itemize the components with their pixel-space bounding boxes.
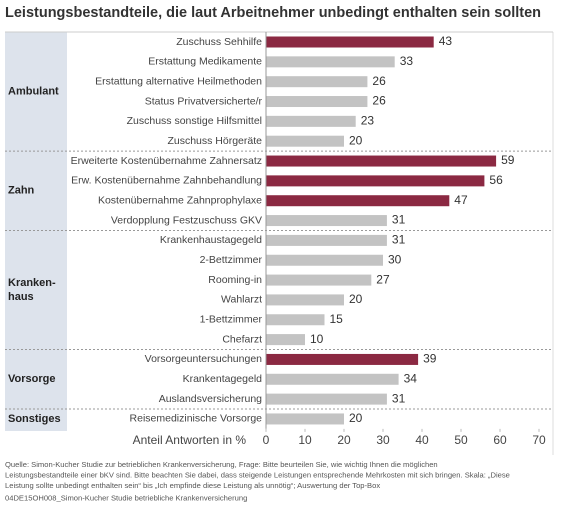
bar [266, 155, 497, 167]
bar [266, 274, 372, 286]
bar [266, 175, 485, 187]
category-label: Zuschuss Sehhilfe [176, 36, 262, 48]
bar [266, 393, 387, 405]
category-label: Status Privatversicherte/r [145, 95, 263, 107]
category-label: 1-Bettzimmer [200, 314, 263, 326]
bar [266, 353, 419, 365]
category-label: Erw. Kostenübernahme Zahnbehandlung [71, 175, 262, 187]
bar [266, 334, 305, 346]
x-tick-label: 0 [263, 433, 270, 447]
group-label: haus [8, 291, 34, 303]
footnote: 04DE15OH008_Simon-Kucher Studie betriebl… [5, 494, 247, 503]
value-label: 23 [361, 114, 375, 128]
value-label: 43 [439, 34, 453, 48]
group-label: Sonstiges [8, 413, 61, 425]
value-label: 10 [310, 332, 324, 346]
value-label: 26 [372, 74, 386, 88]
x-axis-title: Anteil Antworten in % [133, 433, 247, 447]
value-label: 20 [349, 292, 363, 306]
group-label: Vorsorge [8, 373, 55, 385]
x-tick-label: 10 [298, 433, 312, 447]
value-label: 31 [392, 213, 406, 227]
category-label: Zuschuss sonstige Hilfsmittel [127, 115, 262, 127]
footnote: Leistung sollte unbedingt enthalten sein… [5, 481, 380, 490]
category-label: 2-Bettzimmer [200, 254, 263, 266]
chart-title: Leistungsbestandteile, die laut Arbeitne… [5, 5, 541, 21]
value-label: 15 [330, 312, 344, 326]
category-label: Kostenübernahme Zahnprophylaxe [98, 195, 262, 207]
bar [266, 294, 344, 306]
category-label: Erweiterte Kostenübernahme Zahnersatz [71, 155, 262, 167]
category-label: Vorsorgeuntersuchungen [145, 353, 262, 365]
value-label: 31 [392, 233, 406, 247]
bar [266, 115, 356, 127]
bar [266, 413, 344, 425]
category-label: Zuschuss Hörgeräte [167, 135, 262, 147]
bar [266, 373, 399, 385]
x-tick-label: 30 [376, 433, 390, 447]
bar [266, 254, 383, 266]
category-label: Rooming-in [208, 274, 262, 286]
value-label: 56 [489, 173, 503, 187]
value-label: 20 [349, 411, 363, 425]
bar [266, 215, 387, 227]
bar [266, 96, 368, 108]
bar [266, 195, 450, 207]
value-label: 26 [372, 94, 386, 108]
category-label: Krankentagegeld [183, 373, 263, 385]
x-tick-label: 70 [532, 433, 546, 447]
footnote: Leistungsbestandteile einer bKV sind. Bi… [5, 471, 510, 480]
bar [266, 76, 368, 88]
category-label: Erstattung Medikamente [148, 56, 262, 68]
value-label: 59 [501, 153, 515, 167]
value-label: 27 [376, 272, 390, 286]
bar [266, 314, 325, 326]
value-label: 47 [454, 193, 468, 207]
group-label: Zahn [8, 185, 35, 197]
value-label: 30 [388, 252, 402, 266]
group-column [5, 32, 67, 431]
value-label: 39 [423, 352, 437, 366]
bar [266, 56, 395, 68]
category-label: Verdopplung Festzuschuss GKV [111, 214, 262, 226]
value-label: 31 [392, 391, 406, 405]
category-label: Auslandsversicherung [159, 393, 262, 405]
value-label: 20 [349, 133, 363, 147]
value-label: 33 [400, 54, 414, 68]
bar [266, 135, 344, 147]
category-label: Wahlarzt [221, 294, 262, 306]
category-label: Chefarzt [222, 333, 262, 345]
group-label: Kranken- [8, 277, 56, 289]
category-label: Erstattung alternative Heilmethoden [95, 75, 262, 87]
x-tick-label: 60 [493, 433, 507, 447]
x-tick-label: 50 [454, 433, 468, 447]
category-label: Krankenhaustagegeld [160, 234, 262, 246]
bar [266, 36, 434, 48]
category-label: Reisemedizinische Vorsorge [130, 413, 263, 425]
value-label: 34 [404, 371, 418, 385]
bar [266, 234, 387, 246]
footnote: Quelle: Simon-Kucher Studie zur betriebl… [5, 460, 438, 469]
x-tick-label: 20 [337, 433, 351, 447]
x-tick-label: 40 [415, 433, 429, 447]
group-label: Ambulant [8, 86, 59, 98]
